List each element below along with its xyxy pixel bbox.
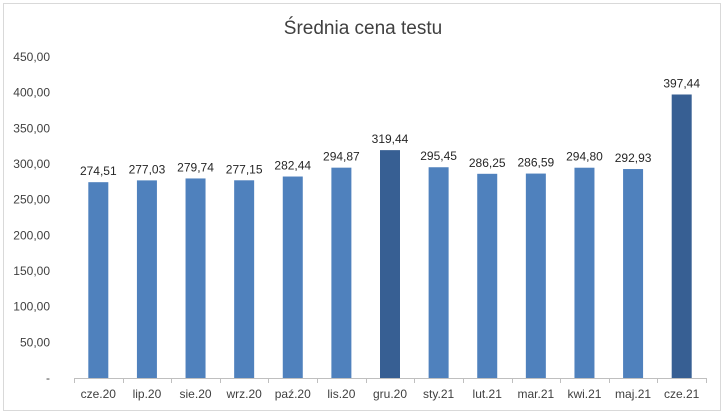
x-tick-label: mar.21	[518, 387, 555, 401]
y-tick-label: 100,00	[13, 300, 50, 314]
y-tick-label: 150,00	[13, 264, 50, 278]
x-tick-label: maj.21	[615, 387, 651, 401]
y-tick-label: 250,00	[13, 193, 50, 207]
bar	[136, 180, 157, 378]
x-tick-label: cze.21	[664, 387, 700, 401]
bar	[282, 176, 303, 378]
x-tick-label: lip.20	[133, 387, 162, 401]
data-label: 294,80	[566, 150, 603, 164]
chart-area	[3, 3, 721, 411]
x-tick-label: gru.20	[373, 387, 407, 401]
x-tick-label: paź.20	[275, 387, 311, 401]
x-axis: cze.20 lip.20 sie.20 wrz.20 paź.20 lis.20 gru.…	[74, 378, 707, 401]
data-label: 274,51	[80, 164, 117, 178]
data-label: 292,93	[615, 151, 652, 165]
y-tick-label: 50,00	[20, 335, 50, 349]
x-tick-label: sty.21	[423, 387, 454, 401]
data-label: 286,25	[469, 156, 506, 170]
bars	[88, 94, 692, 378]
bar	[185, 178, 206, 378]
x-tick-label: sie.20	[180, 387, 212, 401]
y-tick-label: 400,00	[13, 86, 50, 100]
bar	[574, 167, 595, 378]
bar	[380, 150, 400, 378]
bar	[623, 169, 644, 378]
x-tick-label: lut.21	[473, 387, 503, 401]
y-tick-label: 300,00	[13, 157, 50, 171]
data-label: 294,87	[323, 150, 360, 164]
x-tick-label: lis.20	[327, 387, 355, 401]
bar	[234, 180, 255, 378]
x-tick-label: kwi.21	[567, 387, 601, 401]
data-label: 277,15	[226, 162, 263, 176]
bar	[671, 94, 692, 378]
bar	[525, 173, 546, 378]
x-tick-label: cze.20	[81, 387, 117, 401]
data-label: 282,44	[274, 159, 311, 173]
y-tick-label: -	[46, 371, 50, 385]
bar	[88, 182, 109, 378]
data-labels: 274,51 277,03 279,74 277,15 282,44 294,87 319,…	[80, 76, 700, 178]
data-label: 277,03	[129, 162, 166, 176]
bar	[428, 167, 449, 378]
y-axis-labels: - 50,00 100,00 150,00 200,00 250,00 300,00 350,…	[13, 50, 50, 385]
y-tick-label: 350,00	[13, 121, 50, 135]
data-label: 319,44	[372, 132, 409, 146]
bar	[477, 173, 498, 378]
x-tick-label: wrz.20	[225, 387, 262, 401]
data-label: 295,45	[420, 149, 457, 163]
chart-title: Średnia cena testu	[283, 18, 443, 39]
data-label: 286,59	[517, 156, 554, 170]
y-tick-label: 200,00	[13, 228, 50, 242]
data-label: 397,44	[663, 76, 700, 90]
y-tick-label: 450,00	[13, 50, 50, 64]
bar	[331, 167, 352, 378]
data-label: 279,74	[177, 160, 214, 174]
